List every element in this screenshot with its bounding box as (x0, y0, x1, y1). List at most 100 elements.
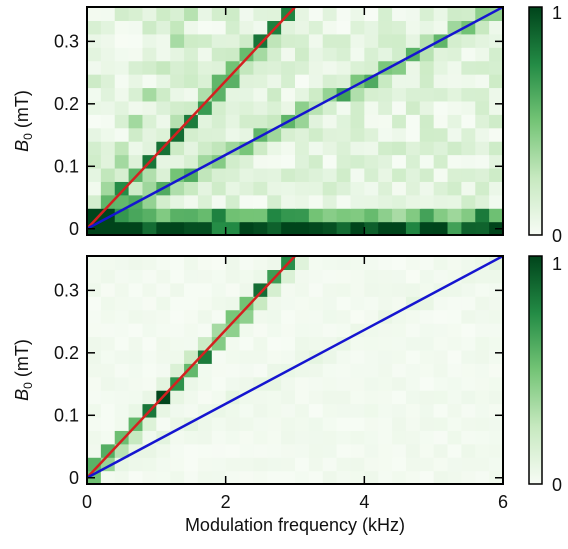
heatmap-cell (156, 336, 171, 351)
heatmap-cell (253, 100, 268, 115)
heatmap-cell (184, 323, 199, 338)
heatmap-cell (308, 376, 324, 391)
heatmap-cell (253, 141, 268, 156)
heatmap-cell (378, 269, 393, 284)
heatmap-cell (239, 430, 254, 445)
heatmap-cell (281, 221, 296, 235)
heatmap-cell (225, 256, 241, 271)
heatmap-cell (225, 457, 241, 472)
heatmap-cell (211, 309, 227, 324)
heatmap-cell (308, 430, 324, 445)
heatmap-cell (489, 336, 503, 351)
heatmap-cell (225, 430, 241, 445)
heatmap-cell (475, 20, 490, 35)
heatmap-cell (392, 323, 407, 338)
heatmap-cell (447, 74, 462, 89)
heatmap-cell (461, 363, 476, 378)
heatmap-cell (197, 60, 213, 75)
heatmap-top (87, 7, 503, 235)
heatmap-cell (211, 470, 227, 484)
heatmap-cell (184, 127, 199, 142)
heatmap-cell (281, 181, 296, 196)
heatmap-cell (433, 336, 449, 351)
heatmap-cell (114, 282, 130, 297)
heatmap-cell (350, 470, 365, 484)
heatmap-cell (405, 363, 421, 378)
heatmap-cell (392, 100, 407, 115)
heatmap-cell (114, 20, 130, 35)
heatmap-cell (170, 154, 185, 169)
heatmap-cell (419, 336, 435, 351)
heatmap-cell (267, 416, 282, 431)
heatmap-cell (322, 470, 338, 484)
heatmap-cell (267, 167, 282, 182)
heatmap-cell (419, 269, 435, 284)
heatmap-cell (461, 376, 476, 391)
heatmap-cell (87, 127, 102, 142)
heatmap-cell (87, 181, 102, 196)
heatmap-cell (87, 309, 102, 324)
heatmap-cell (239, 470, 254, 484)
heatmap-cell (87, 269, 102, 284)
y-tick-label: 0.3 (54, 280, 79, 300)
heatmap-cell (253, 87, 268, 102)
heatmap-cell (128, 20, 144, 35)
heatmap-cell (378, 443, 393, 458)
heatmap-cell (461, 336, 476, 351)
heatmap-cell (114, 7, 130, 22)
heatmap-cell (156, 127, 171, 142)
heatmap-cell (239, 74, 254, 89)
heatmap-cell (475, 74, 490, 89)
heatmap-cell (419, 87, 435, 102)
heatmap-cell (405, 167, 421, 182)
heatmap-cell (170, 403, 185, 418)
heatmap-cell (211, 349, 227, 364)
heatmap-cell (184, 154, 199, 169)
heatmap-cell (475, 336, 490, 351)
heatmap-cell (211, 296, 227, 311)
heatmap-cell (419, 403, 435, 418)
heatmap-cell (142, 208, 157, 223)
heatmap-cell (114, 154, 130, 169)
heatmap-cell (184, 114, 199, 129)
heatmap-cell (419, 309, 435, 324)
heatmap-cell (197, 470, 213, 484)
heatmap-cell (295, 181, 310, 196)
heatmap-cell (156, 154, 171, 169)
heatmap-cell (378, 323, 393, 338)
heatmap-cell (100, 114, 116, 129)
heatmap-cell (281, 376, 296, 391)
heatmap-cell (308, 141, 324, 156)
heatmap-cell (364, 430, 379, 445)
heatmap-cell (211, 20, 227, 35)
heatmap-cell (142, 256, 157, 271)
heatmap-cell (364, 154, 379, 169)
heatmap-cell (392, 7, 407, 22)
heatmap-cell (295, 127, 310, 142)
heatmap-cell (433, 390, 449, 405)
ylabel-symbol: B (12, 140, 32, 152)
heatmap-cell (475, 60, 490, 75)
heatmap-cell (378, 403, 393, 418)
ylabel-top: B0 (mT) (12, 90, 35, 152)
heatmap-cell (170, 309, 185, 324)
heatmap-cell (392, 127, 407, 142)
heatmap-cell (475, 376, 490, 391)
heatmap-cell (308, 154, 324, 169)
heatmap-cell (281, 443, 296, 458)
heatmap-cell (419, 323, 435, 338)
heatmap-cell (419, 141, 435, 156)
heatmap-cell (253, 74, 268, 89)
heatmap-cell (87, 256, 102, 271)
heatmap-cell (295, 457, 310, 472)
heatmap-cell (295, 323, 310, 338)
heatmap-cell (475, 208, 490, 223)
heatmap-cell (253, 309, 268, 324)
heatmap-cell (197, 208, 213, 223)
heatmap-cell (447, 430, 462, 445)
heatmap-cell (392, 416, 407, 431)
heatmap-cell (239, 60, 254, 75)
heatmap-cell (114, 167, 130, 182)
heatmap-cell (295, 47, 310, 62)
heatmap-cell (322, 309, 338, 324)
